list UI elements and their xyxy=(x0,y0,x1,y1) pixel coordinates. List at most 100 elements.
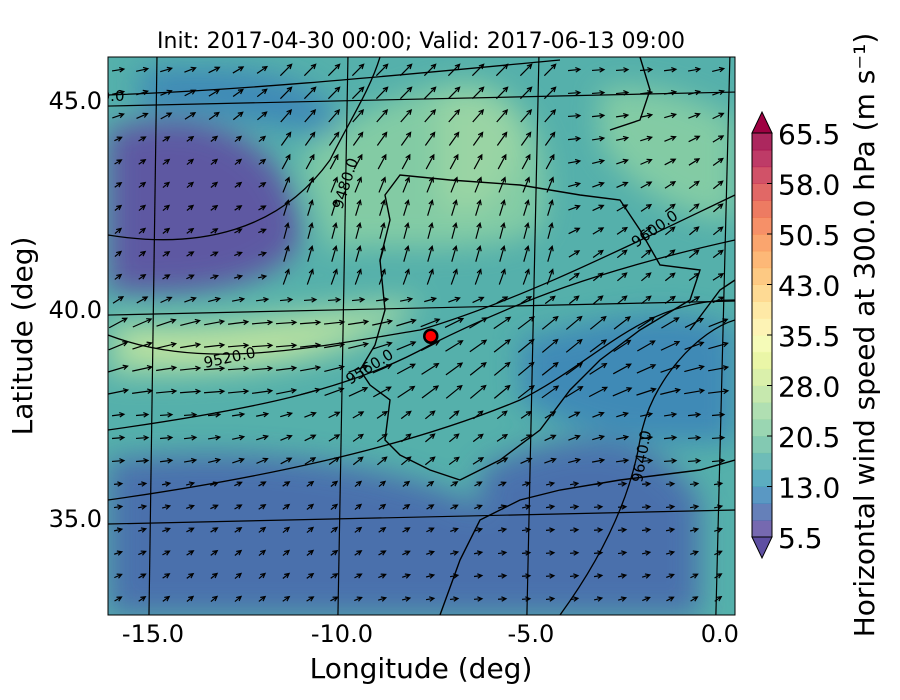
wind-arrow xyxy=(591,113,606,119)
colorbar-band xyxy=(752,368,772,386)
wind-arrow xyxy=(378,503,387,510)
wind-arrow xyxy=(279,86,293,100)
wind-arrow xyxy=(663,458,678,464)
wind-arrow xyxy=(639,67,654,73)
wind-arrow xyxy=(712,135,725,143)
wind-arrow xyxy=(664,135,677,142)
wind-arrow xyxy=(545,573,556,579)
location-marker xyxy=(423,328,439,344)
wind-arrow xyxy=(541,315,559,330)
wind-arrow xyxy=(402,527,411,533)
wind-arrow xyxy=(472,456,485,465)
wind-arrow xyxy=(210,481,220,487)
x-tick-label: 0.0 xyxy=(701,620,739,648)
wind-arrow xyxy=(400,108,413,123)
wind-arrow xyxy=(162,136,171,142)
wind-arrow xyxy=(275,342,298,349)
wind-arrow xyxy=(569,596,580,602)
colorbar-band xyxy=(752,318,772,336)
wind-arrow xyxy=(280,434,293,441)
wind-arrow xyxy=(593,596,604,602)
wind-arrow xyxy=(138,596,147,602)
wind-arrow xyxy=(283,199,290,216)
colorbar-band xyxy=(752,149,772,168)
wind-arrow xyxy=(328,456,340,465)
wind-arrow xyxy=(331,199,338,216)
wind-arrow xyxy=(545,527,556,533)
wind-arrow xyxy=(708,341,729,350)
wind-arrow xyxy=(592,204,605,212)
wind-arrow xyxy=(396,318,417,327)
wind-arrow xyxy=(616,226,629,235)
wind-arrow xyxy=(234,504,243,510)
wind-arrow xyxy=(186,527,195,533)
wind-arrow xyxy=(300,365,322,372)
wind-arrow xyxy=(447,63,461,77)
wind-arrow xyxy=(112,295,125,304)
wind-arrow xyxy=(210,204,219,211)
wind-arrow xyxy=(568,204,581,211)
wind-arrow xyxy=(567,113,582,119)
wind-arrow xyxy=(640,249,652,259)
wind-arrow xyxy=(234,158,243,166)
wind-arrow xyxy=(327,86,341,100)
wind-arrow xyxy=(232,66,245,74)
wind-arrow xyxy=(257,274,268,280)
wind-arrow xyxy=(138,573,147,579)
wind-arrow xyxy=(186,550,195,556)
wind-arrow xyxy=(640,295,652,305)
wind-arrow xyxy=(324,387,345,396)
wind-arrow xyxy=(330,596,339,602)
wind-arrow xyxy=(493,384,511,399)
wind-arrow xyxy=(473,596,484,602)
wind-arrow xyxy=(399,86,413,100)
wind-arrow xyxy=(663,66,678,73)
wind-arrow xyxy=(615,457,630,464)
wind-arrow xyxy=(401,596,412,602)
wind-arrow xyxy=(690,596,699,602)
wind-arrow xyxy=(448,433,460,443)
wind-arrow xyxy=(616,434,630,441)
wind-arrow xyxy=(543,63,557,77)
wind-arrow xyxy=(135,435,150,441)
wind-arrow xyxy=(327,297,342,303)
wind-arrow xyxy=(565,338,583,353)
wind-arrow xyxy=(426,550,436,556)
wind-arrow xyxy=(568,295,580,305)
wind-arrow xyxy=(496,296,509,304)
wind-arrow xyxy=(186,274,195,280)
wind-arrow xyxy=(305,153,315,170)
wind-arrow xyxy=(640,158,653,165)
wind-arrow xyxy=(688,203,700,213)
colorbar-tick-label: 58.0 xyxy=(778,169,840,202)
wind-arrow xyxy=(589,315,607,330)
wind-arrow xyxy=(376,410,389,419)
wind-arrow xyxy=(156,341,178,349)
wind-arrow xyxy=(424,456,436,466)
wind-arrow xyxy=(378,480,387,488)
wind-arrow xyxy=(299,319,322,326)
wind-arrow xyxy=(499,245,506,262)
wind-arrow xyxy=(138,136,147,142)
wind-arrow xyxy=(469,339,488,353)
wind-arrow xyxy=(687,66,702,73)
wind-arrow xyxy=(567,90,582,96)
wind-arrow xyxy=(541,361,559,376)
wind-arrow xyxy=(641,527,652,533)
wind-arrow xyxy=(617,272,628,282)
wind-arrow xyxy=(663,435,678,441)
wind-arrow xyxy=(589,339,608,353)
wind-arrow xyxy=(352,411,365,419)
wind-arrow xyxy=(424,410,436,420)
colorbar-band xyxy=(752,183,772,201)
wind-arrow xyxy=(354,268,362,285)
wind-arrow xyxy=(186,158,195,165)
wind-arrow xyxy=(497,153,507,170)
wind-arrow xyxy=(162,204,171,212)
wind-arrow xyxy=(160,296,173,304)
wind-arrow xyxy=(616,204,629,212)
wind-arrow xyxy=(354,176,363,193)
wind-arrow xyxy=(617,504,628,510)
wind-arrow xyxy=(138,204,147,212)
contour-line xyxy=(108,239,735,431)
